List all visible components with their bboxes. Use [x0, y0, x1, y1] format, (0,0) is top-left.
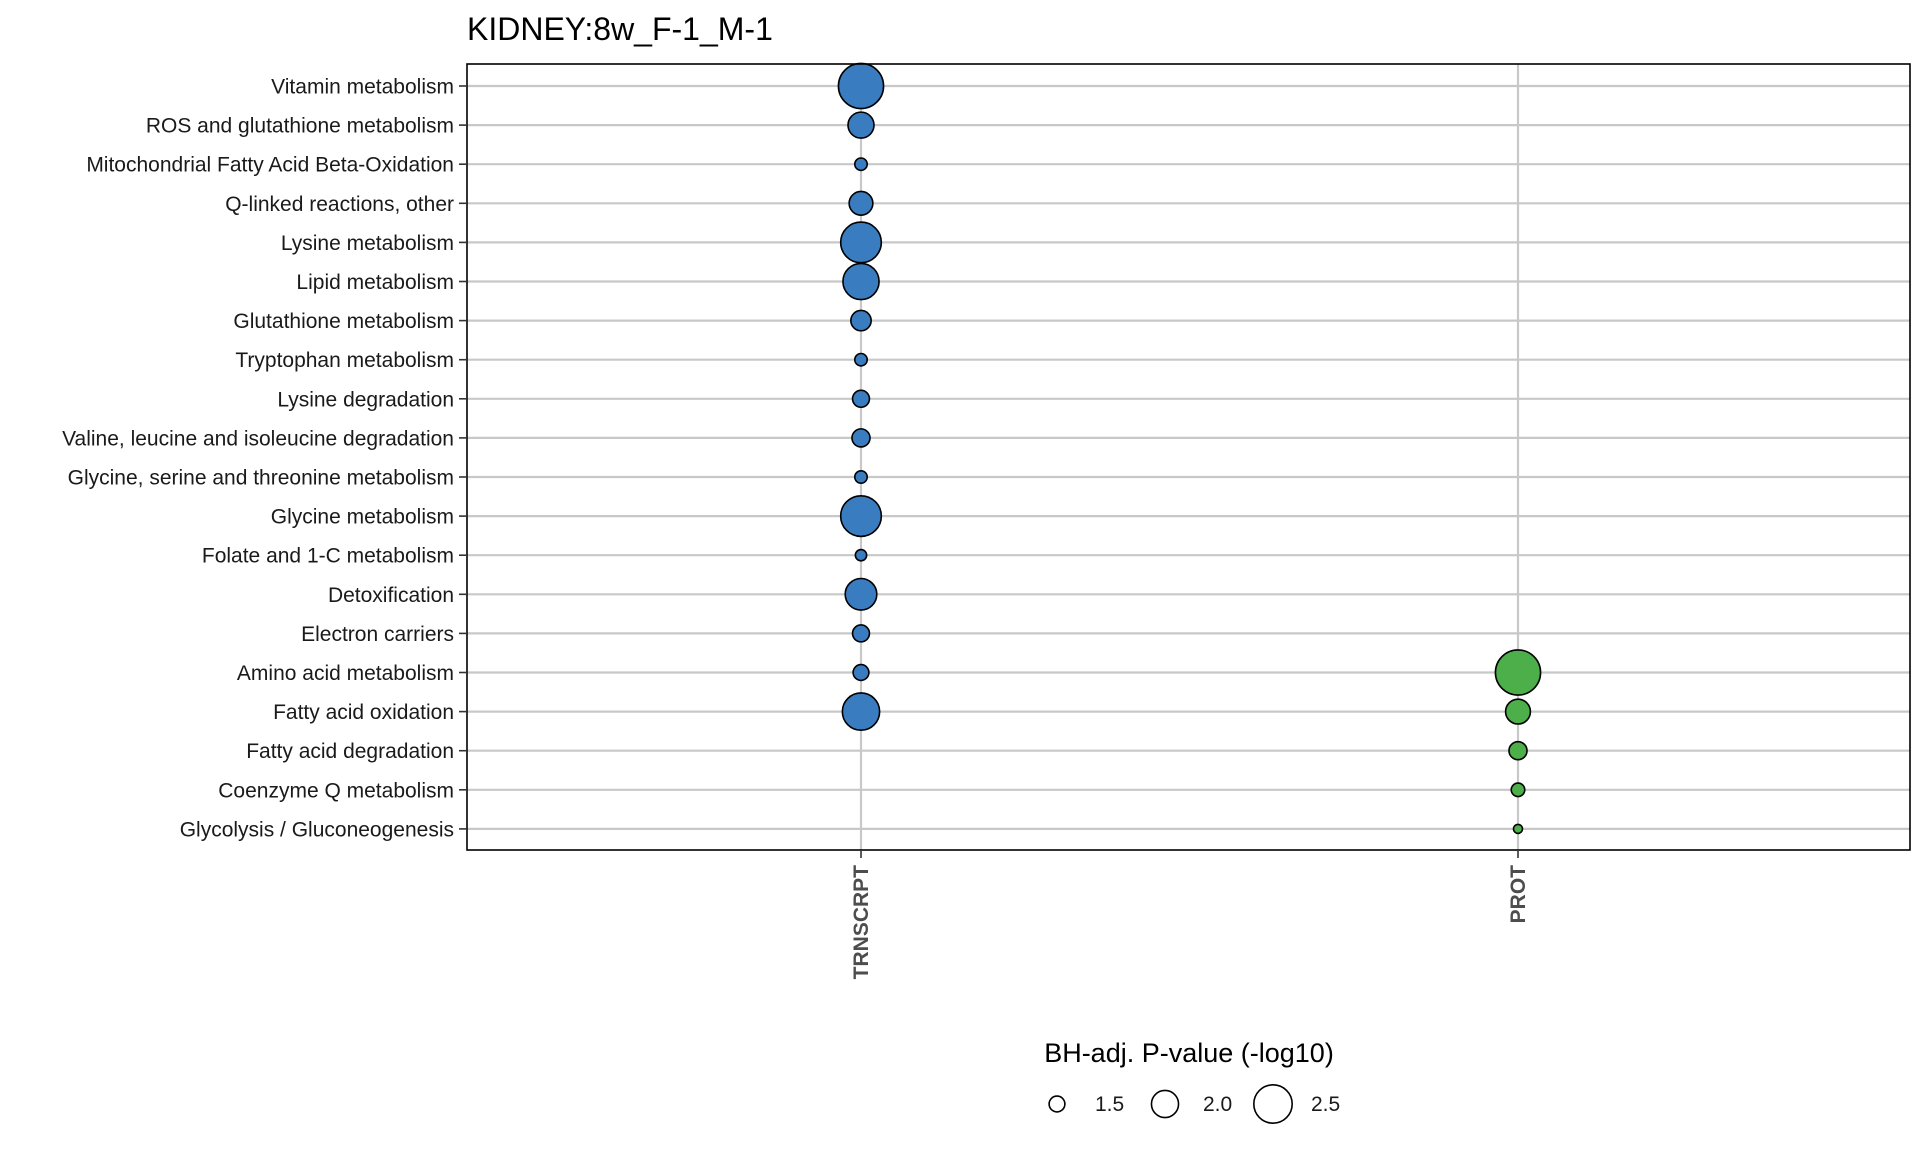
y-tick-label-lipid-metabolism: Lipid metabolism	[296, 271, 454, 294]
x-tick-label-trnscrpt: TRNSCRPT	[850, 865, 873, 980]
y-tick-label-amino-acid-metabolism: Amino acid metabolism	[237, 662, 454, 685]
point-trnscrpt-mitochondrial-fatty-acid-beta-oxidation	[853, 157, 868, 172]
panel-border	[466, 63, 1911, 851]
point-trnscrpt-detoxification	[844, 577, 878, 611]
point-trnscrpt-glycine-serine-and-threonine-metabolism	[853, 469, 868, 484]
point-trnscrpt-lysine-metabolism	[839, 221, 883, 264]
legend-label-1-5: 1.5	[1095, 1093, 1124, 1116]
grid-lines	[467, 64, 1910, 850]
y-tick-label-glycolysis-gluconeogenesis: Glycolysis / Gluconeogenesis	[180, 818, 454, 841]
y-tick-label-vitamin-metabolism: Vitamin metabolism	[271, 76, 454, 99]
legend-key-2-5	[1253, 1084, 1293, 1124]
point-prot-amino-acid-metabolism	[1494, 649, 1542, 696]
x-tick-label-prot: PROT	[1507, 865, 1530, 924]
point-prot-glycolysis-gluconeogenesis	[1512, 823, 1524, 835]
y-tick-label-electron-carriers: Electron carriers	[301, 623, 454, 646]
y-axis: Vitamin metabolism ROS and glutathione me…	[62, 76, 467, 841]
point-trnscrpt-glutathione-metabolism	[850, 309, 872, 332]
y-tick-label-valine-leucine-and-isoleucine-degradation: Valine, leucine and isoleucine degradati…	[62, 427, 454, 450]
legend-label-2-5: 2.5	[1311, 1093, 1340, 1116]
point-prot-fatty-acid-degradation	[1508, 740, 1528, 761]
point-trnscrpt-q-linked-reactions-other	[848, 190, 874, 216]
y-tick-label-glycine-metabolism: Glycine metabolism	[271, 506, 454, 529]
legend-label-2-0: 2.0	[1203, 1093, 1232, 1116]
point-trnscrpt-lipid-metabolism	[842, 262, 880, 301]
point-trnscrpt-ros-and-glutathione-metabolism	[847, 111, 875, 139]
y-tick-label-lysine-degradation: Lysine degradation	[277, 388, 454, 411]
legend-key-2-0	[1150, 1089, 1180, 1119]
y-tick-label-ros-and-glutathione-metabolism: ROS and glutathione metabolism	[146, 115, 454, 138]
x-axis: TRNSCRPT PROT	[850, 850, 1530, 979]
y-tick-label-lysine-metabolism: Lysine metabolism	[281, 232, 454, 255]
y-tick-label-coenzyme-q-metabolism: Coenzyme Q metabolism	[218, 779, 454, 802]
point-trnscrpt-vitamin-metabolism	[837, 62, 885, 110]
y-tick-label-mitochondrial-fatty-acid-beta-oxidation: Mitochondrial Fatty Acid Beta-Oxidation	[86, 154, 454, 177]
y-tick-label-glycine-serine-and-threonine-metabolism: Glycine, serine and threonine metabolism	[68, 467, 454, 490]
y-tick-label-glutathione-metabolism: Glutathione metabolism	[233, 310, 454, 333]
size-legend: BH-adj. P-value (-log10) 1.5 2.0 2.5	[1044, 1038, 1340, 1124]
y-tick-label-fatty-acid-degradation: Fatty acid degradation	[246, 740, 454, 763]
point-prot-coenzyme-q-metabolism	[1510, 782, 1526, 798]
point-trnscrpt-glycine-metabolism	[839, 494, 883, 538]
point-trnscrpt-amino-acid-metabolism	[852, 663, 870, 682]
point-trnscrpt-fatty-acid-oxidation	[841, 692, 881, 732]
y-tick-label-detoxification: Detoxification	[328, 584, 454, 607]
point-trnscrpt-lysine-degradation	[851, 389, 871, 409]
point-trnscrpt-tryptophan-metabolism	[853, 352, 868, 367]
y-tick-label-folate-and-1-c-metabolism: Folate and 1-C metabolism	[202, 545, 454, 568]
chart-title: KIDNEY:8w_F-1_M-1	[467, 11, 773, 47]
point-trnscrpt-electron-carriers	[851, 624, 871, 643]
point-prot-fatty-acid-oxidation	[1504, 698, 1532, 725]
point-trnscrpt-valine-leucine-and-isoleucine-degradation	[851, 428, 871, 448]
legend-title: BH-adj. P-value (-log10)	[1044, 1038, 1334, 1068]
y-tick-label-fatty-acid-oxidation: Fatty acid oxidation	[273, 701, 454, 724]
legend-key-1-5	[1048, 1095, 1066, 1113]
point-trnscrpt-folate-and-1-c-metabolism	[854, 548, 868, 562]
data-points	[837, 62, 1542, 835]
y-tick-label-q-linked-reactions-other: Q-linked reactions, other	[225, 193, 454, 216]
y-tick-label-tryptophan-metabolism: Tryptophan metabolism	[235, 349, 454, 372]
